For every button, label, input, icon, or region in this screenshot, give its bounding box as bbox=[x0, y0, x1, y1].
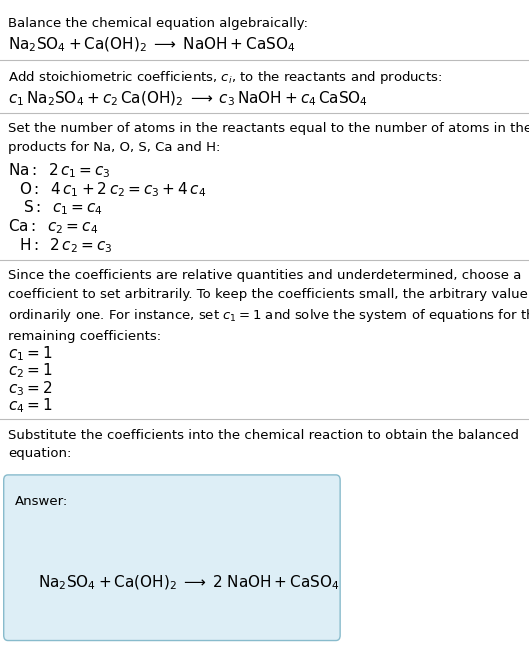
Text: Set the number of atoms in the reactants equal to the number of atoms in the
pro: Set the number of atoms in the reactants… bbox=[8, 122, 529, 154]
Text: $\mathrm{Na_2SO_4 + Ca(OH)_2 \;\longrightarrow\; 2\;NaOH + CaSO_4}$: $\mathrm{Na_2SO_4 + Ca(OH)_2 \;\longrigh… bbox=[38, 573, 340, 591]
Text: $\mathrm{Ca:\;} \; c_2 = c_4$: $\mathrm{Ca:\;} \; c_2 = c_4$ bbox=[8, 217, 98, 236]
Text: $\mathrm{H:\;} \; 2\,c_2 = c_3$: $\mathrm{H:\;} \; 2\,c_2 = c_3$ bbox=[19, 236, 112, 255]
Text: Add stoichiometric coefficients, $c_i$, to the reactants and products:: Add stoichiometric coefficients, $c_i$, … bbox=[8, 69, 442, 86]
Text: $c_2 = 1$: $c_2 = 1$ bbox=[8, 362, 52, 380]
Text: Substitute the coefficients into the chemical reaction to obtain the balanced
eq: Substitute the coefficients into the che… bbox=[8, 429, 519, 461]
Text: Since the coefficients are relative quantities and underdetermined, choose a
coe: Since the coefficients are relative quan… bbox=[8, 269, 529, 343]
Text: $\mathrm{Na_2SO_4 + Ca(OH)_2 \;\longrightarrow\; NaOH + CaSO_4}$: $\mathrm{Na_2SO_4 + Ca(OH)_2 \;\longrigh… bbox=[8, 36, 296, 54]
FancyBboxPatch shape bbox=[4, 475, 340, 641]
Text: Balance the chemical equation algebraically:: Balance the chemical equation algebraica… bbox=[8, 17, 308, 30]
Text: $c_1 = 1$: $c_1 = 1$ bbox=[8, 344, 52, 363]
Text: $c_1\,\mathrm{Na_2SO_4} + c_2\,\mathrm{Ca(OH)_2} \;\longrightarrow\; c_3\,\mathr: $c_1\,\mathrm{Na_2SO_4} + c_2\,\mathrm{C… bbox=[8, 89, 368, 107]
Text: Answer:: Answer: bbox=[15, 495, 68, 508]
Text: $\mathrm{O:\;} \; 4\,c_1 + 2\,c_2 = c_3 + 4\,c_4$: $\mathrm{O:\;} \; 4\,c_1 + 2\,c_2 = c_3 … bbox=[19, 180, 206, 199]
Text: $c_3 = 2$: $c_3 = 2$ bbox=[8, 379, 52, 398]
Text: $\mathrm{S:\;} \; c_1 = c_4$: $\mathrm{S:\;} \; c_1 = c_4$ bbox=[23, 199, 103, 217]
Text: $\mathrm{Na:\;} \; 2\,c_1 = c_3$: $\mathrm{Na:\;} \; 2\,c_1 = c_3$ bbox=[8, 161, 111, 180]
Text: $c_4 = 1$: $c_4 = 1$ bbox=[8, 397, 52, 415]
